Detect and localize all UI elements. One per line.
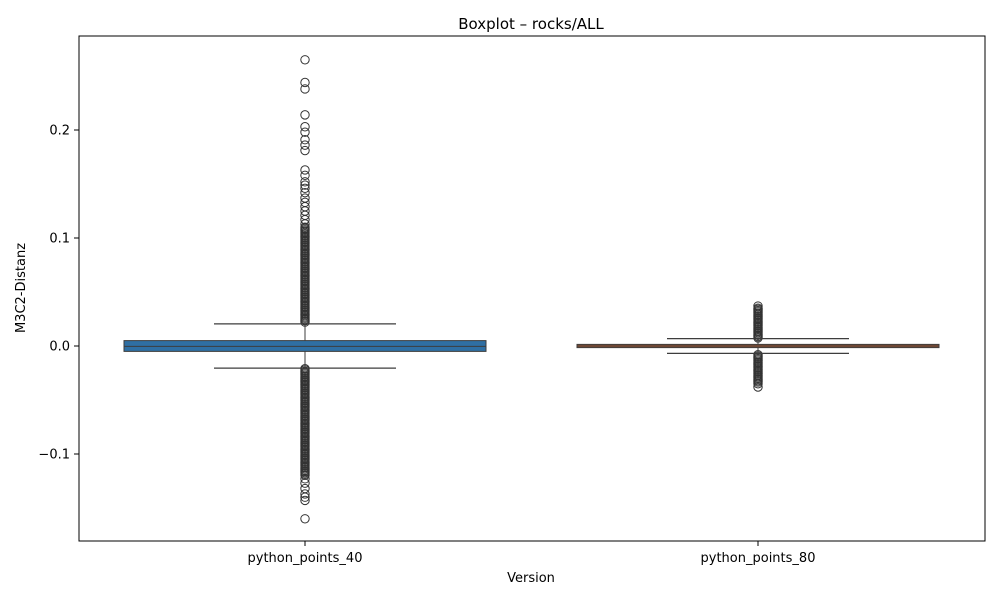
- x-tick-label: python_points_80: [701, 551, 816, 566]
- x-axis: python_points_40 python_points_80: [248, 541, 816, 566]
- outlier-point: [300, 214, 310, 225]
- outlier-point: [753, 382, 763, 392]
- outlier-point: [300, 170, 310, 181]
- outlier-point: [753, 301, 763, 311]
- outlier-point: [753, 379, 763, 389]
- y-tick-label: 0.0: [49, 340, 70, 355]
- outlier-point: [300, 514, 310, 524]
- outlier-point: [300, 180, 310, 190]
- box-python_points_40: [123, 55, 487, 524]
- outlier-band: [300, 363, 310, 480]
- outlier-band: [300, 222, 310, 327]
- outlier-point: [300, 140, 310, 150]
- outlier-point: [300, 219, 310, 229]
- outlier-point: [300, 55, 310, 65]
- outlier-point: [300, 165, 310, 175]
- outlier-point: [300, 122, 310, 132]
- outlier-band: [753, 304, 763, 343]
- outlier-point: [300, 84, 310, 94]
- outlier-point: [300, 495, 310, 506]
- y-axis: −0.1 0.0 0.1 0.2: [38, 124, 79, 463]
- outlier-point: [300, 470, 310, 480]
- plot-frame: [78, 35, 986, 542]
- outlier-point: [300, 177, 310, 187]
- outlier-point: [300, 135, 310, 145]
- outlier-point: [300, 110, 310, 120]
- outlier-point: [300, 187, 310, 198]
- x-tick-label: python_points_40: [248, 551, 363, 566]
- outlier-point: [300, 183, 310, 194]
- x-axis-label: Version: [507, 571, 555, 586]
- outlier-point: [300, 77, 310, 88]
- outlier-point: [300, 492, 310, 502]
- chart-title: Boxplot – rocks/ALL: [458, 15, 604, 33]
- y-tick-label: 0.1: [49, 232, 70, 247]
- y-tick-label: −0.1: [38, 448, 70, 463]
- outlier-point: [300, 489, 310, 499]
- plot-area: [123, 55, 940, 524]
- outlier-point: [300, 127, 310, 137]
- box-python_points_80: [576, 301, 940, 392]
- outlier-point: [753, 303, 763, 313]
- y-axis-label: M3C2-Distanz: [14, 243, 29, 333]
- y-tick-label: 0.2: [49, 124, 70, 139]
- outlier-point: [300, 474, 310, 484]
- outlier-point: [300, 478, 310, 488]
- outlier-point: [300, 145, 310, 156]
